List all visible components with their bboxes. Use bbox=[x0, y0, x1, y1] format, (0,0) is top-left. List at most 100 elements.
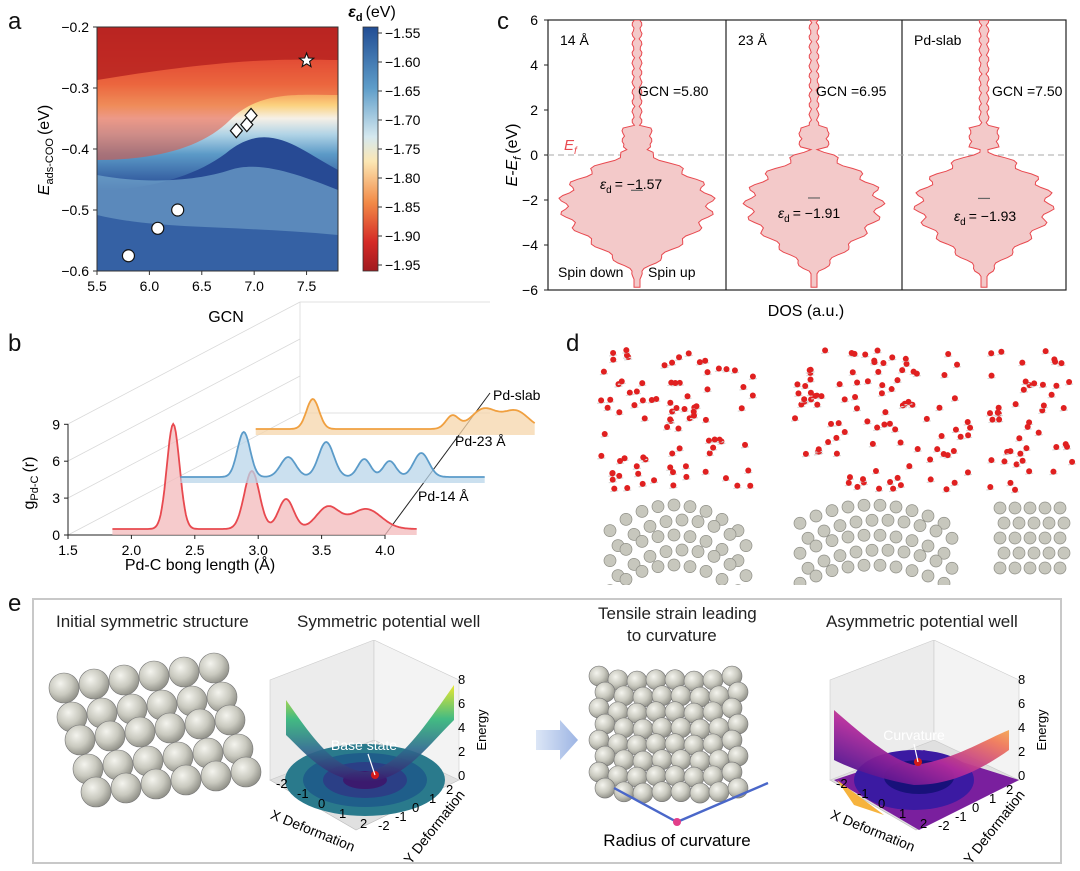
d-pd-atom bbox=[667, 498, 681, 512]
a-xtick-label: 6.5 bbox=[192, 278, 212, 294]
d-oxygen-atom bbox=[1013, 461, 1020, 468]
d-pd-atom bbox=[921, 539, 935, 553]
e-flat-atom bbox=[200, 760, 232, 792]
panel-b-ylabel: gPd-C (r) bbox=[21, 457, 41, 510]
d-pd-atom bbox=[1038, 561, 1052, 575]
d-pd-atom bbox=[1057, 546, 1071, 560]
b-xtick-label: 1.5 bbox=[58, 542, 78, 558]
b-series-label: Pd-14 Å bbox=[418, 488, 469, 504]
e-flat-atom bbox=[168, 656, 200, 688]
e-y-tick: 2 bbox=[1006, 782, 1013, 797]
a-ytick-label: −0.6 bbox=[61, 263, 89, 279]
d-oxygen-atom bbox=[950, 448, 957, 455]
d-oxygen-atom bbox=[1020, 386, 1027, 393]
d-oxygen-atom bbox=[696, 359, 703, 366]
c-dos-area bbox=[558, 20, 716, 288]
d-pd-atom bbox=[739, 569, 753, 582]
d-oxygen-atom bbox=[1048, 391, 1055, 398]
e-curved-structure bbox=[588, 665, 749, 804]
d-oxygen-atom bbox=[825, 439, 832, 446]
d-oxygen-atom bbox=[998, 348, 1005, 355]
b-series-area bbox=[180, 432, 485, 483]
d-oxygen-atom bbox=[598, 397, 605, 404]
d-oxygen-atom bbox=[841, 396, 848, 403]
d-oxygen-atom bbox=[1026, 419, 1033, 426]
d-pd-atom bbox=[849, 515, 863, 529]
d-pd-atom bbox=[619, 573, 633, 585]
panel-b-xlabel: Pd-C bong length (Å) bbox=[125, 555, 275, 574]
e-initial-structure bbox=[48, 652, 262, 808]
d-oxygen-atom bbox=[675, 425, 682, 432]
d-oxygen-atom bbox=[621, 455, 628, 462]
d-oxygen-atom bbox=[957, 433, 964, 440]
b-series-label: Pd-23 Å bbox=[455, 433, 506, 449]
d-oxygen-atom bbox=[954, 361, 961, 368]
d-pd-atom bbox=[889, 560, 903, 574]
e-z-tick: 8 bbox=[458, 672, 465, 687]
d-oxygen-atom bbox=[635, 470, 642, 477]
d-oxygen-atom bbox=[740, 384, 747, 391]
a-cb-tick-label: −1.55 bbox=[385, 25, 421, 41]
d-oxygen-atom bbox=[814, 401, 821, 408]
panel-d-snapshots bbox=[597, 347, 1077, 585]
d-oxygen-atom bbox=[670, 482, 677, 489]
d-pd-atom bbox=[651, 500, 665, 513]
d-oxygen-atom bbox=[702, 357, 709, 364]
e-z-tick: 8 bbox=[1018, 672, 1025, 687]
panel-label-d: d bbox=[566, 330, 580, 357]
a-xtick-label: 5.5 bbox=[87, 278, 107, 294]
d-oxygen-atom bbox=[747, 482, 754, 489]
d-oxygen-atom bbox=[802, 450, 809, 457]
e-z-tick: 6 bbox=[458, 696, 465, 711]
a-point-diamond bbox=[229, 122, 244, 139]
a-xtick-label: 7.5 bbox=[297, 278, 317, 294]
d-oxygen-atom bbox=[1031, 380, 1038, 387]
d-oxygen-atom bbox=[676, 354, 683, 361]
d-oxygen-atom bbox=[683, 473, 690, 480]
d-pd-atom bbox=[905, 564, 919, 577]
e-flat-atom bbox=[108, 664, 140, 696]
d-oxygen-atom bbox=[938, 432, 945, 439]
d-pd-atom bbox=[1023, 561, 1037, 575]
c-dos-area bbox=[742, 20, 886, 288]
d-oxygen-atom bbox=[801, 396, 808, 403]
panel-d-molecules bbox=[597, 347, 1077, 494]
d-pd-atom bbox=[817, 524, 831, 538]
d-oxygen-atom bbox=[664, 424, 671, 431]
d-pd-atom bbox=[801, 561, 815, 575]
d-oxygen-atom bbox=[610, 356, 617, 363]
d-pd-atom bbox=[691, 545, 705, 558]
d-oxygen-atom bbox=[881, 421, 888, 428]
panel-c-spin-up: Spin up bbox=[648, 264, 696, 280]
d-pd-atom bbox=[865, 513, 879, 527]
panel-d-pd-atoms bbox=[603, 498, 1071, 585]
d-oxygen-atom bbox=[851, 350, 858, 357]
d-oxygen-atom bbox=[617, 458, 624, 465]
d-oxygen-atom bbox=[600, 368, 607, 375]
d-pd-atom bbox=[825, 534, 839, 547]
a-ytick-label: −0.3 bbox=[61, 80, 89, 96]
c-ed-value: = −1.57 bbox=[615, 176, 663, 192]
d-oxygen-atom bbox=[670, 469, 677, 476]
d-pd-atom bbox=[667, 558, 681, 572]
d-oxygen-atom bbox=[852, 393, 859, 400]
d-pd-atom bbox=[1053, 561, 1067, 575]
d-oxygen-atom bbox=[812, 392, 819, 399]
d-oxygen-atom bbox=[889, 354, 896, 361]
e-x-tick: -2 bbox=[276, 776, 288, 791]
d-oxygen-atom bbox=[1026, 468, 1033, 475]
c-ytick-label: 4 bbox=[530, 57, 538, 73]
d-oxygen-atom bbox=[897, 482, 904, 489]
c-ytick-label: 6 bbox=[530, 12, 538, 28]
d-oxygen-atom bbox=[742, 441, 749, 448]
c-subpanel-name: 14 Å bbox=[560, 32, 589, 48]
d-pd-atom bbox=[1012, 546, 1026, 560]
d-oxygen-atom bbox=[872, 467, 879, 474]
panel-a-ylabel-unit: (eV) bbox=[36, 105, 53, 135]
d-pd-atom bbox=[1053, 501, 1067, 515]
d-oxygen-atom bbox=[987, 483, 994, 490]
b-series-line bbox=[255, 398, 536, 430]
d-oxygen-atom bbox=[609, 476, 616, 483]
d-pd-atom bbox=[707, 520, 721, 533]
c-ed-label: εd = −1.91 bbox=[778, 205, 840, 225]
